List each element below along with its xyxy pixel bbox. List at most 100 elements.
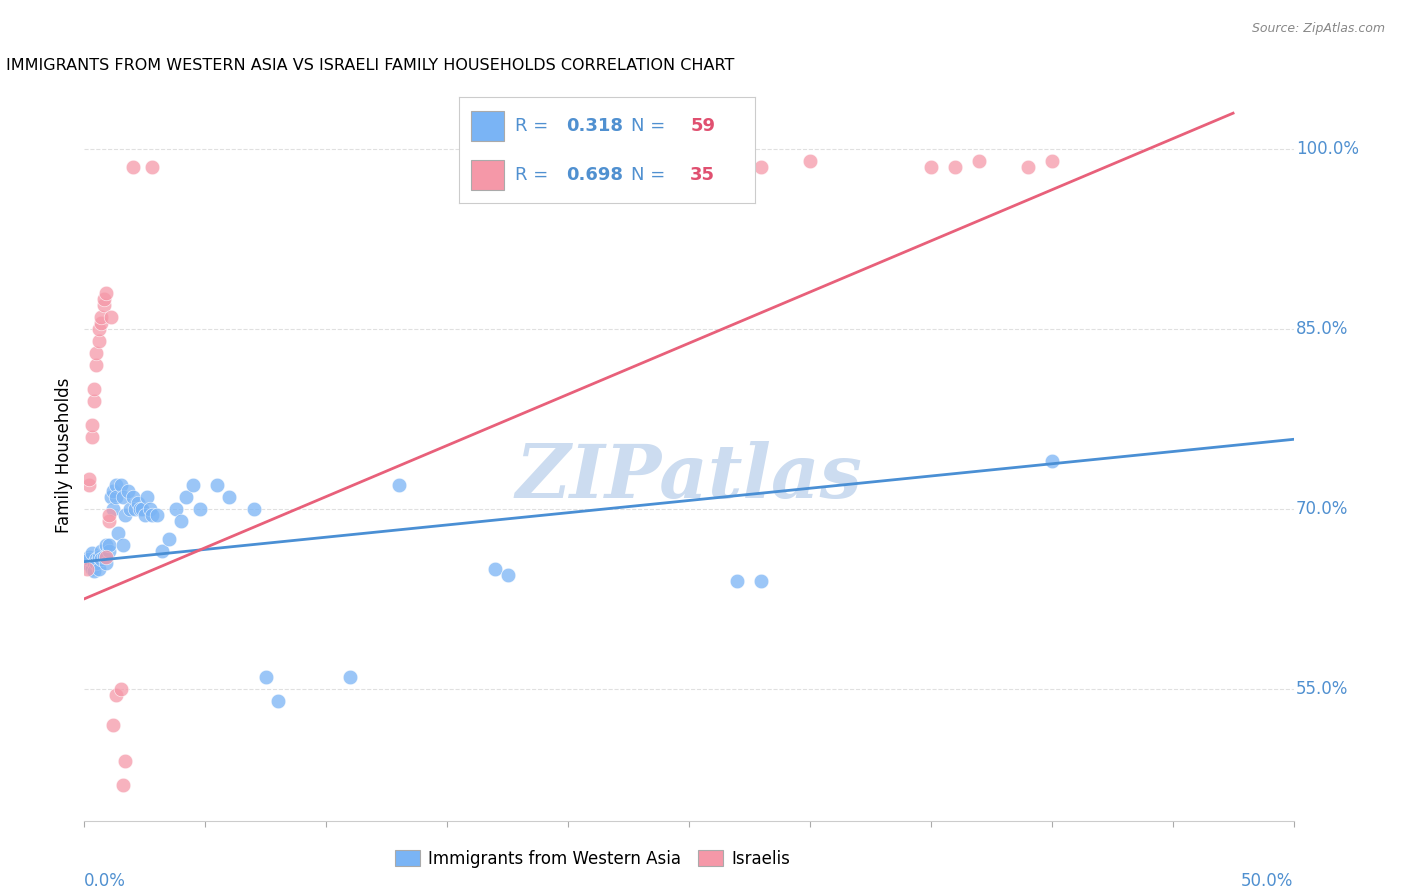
Point: [121, 490, 143, 504]
Point: [112, 490, 135, 504]
Point: [181, 478, 204, 492]
Legend: Immigrants from Western Asia, Israelis: Immigrants from Western Asia, Israelis: [388, 843, 796, 874]
Point: [134, 508, 156, 522]
Point: [138, 501, 160, 516]
Point: [93, 549, 115, 564]
Point: [114, 508, 136, 522]
Point: [103, 717, 125, 731]
Point: [97, 508, 120, 522]
Text: 85.0%: 85.0%: [1296, 320, 1348, 338]
Point: [218, 490, 240, 504]
Point: [114, 754, 136, 768]
Point: [967, 154, 990, 169]
Point: [103, 501, 125, 516]
Point: [86, 552, 108, 566]
Point: [165, 501, 187, 516]
Point: [76, 556, 98, 570]
Point: [1040, 454, 1063, 468]
Point: [94, 556, 117, 570]
Point: [1017, 160, 1039, 174]
Point: [100, 490, 122, 504]
Point: [110, 478, 132, 492]
Point: [496, 567, 519, 582]
Point: [87, 322, 110, 336]
Point: [94, 549, 117, 564]
Point: [157, 532, 180, 546]
Text: 100.0%: 100.0%: [1296, 140, 1360, 158]
Point: [131, 501, 153, 516]
Point: [97, 544, 120, 558]
Point: [77, 478, 100, 492]
Point: [80, 562, 103, 576]
Text: 0.0%: 0.0%: [84, 871, 127, 890]
Point: [242, 501, 264, 516]
Point: [90, 552, 112, 566]
Point: [94, 286, 117, 301]
Point: [93, 298, 115, 312]
Point: [83, 382, 105, 396]
Point: [87, 549, 110, 564]
Point: [1040, 154, 1063, 169]
Point: [920, 160, 942, 174]
Point: [103, 483, 125, 498]
Point: [90, 544, 112, 558]
Point: [127, 496, 149, 510]
Point: [207, 478, 229, 492]
Point: [630, 154, 652, 169]
Point: [150, 544, 173, 558]
Point: [141, 160, 163, 174]
Point: [80, 430, 103, 444]
Point: [124, 501, 146, 516]
Point: [97, 514, 120, 528]
Point: [87, 334, 110, 348]
Point: [751, 574, 773, 588]
Point: [174, 490, 197, 504]
Point: [121, 160, 143, 174]
Point: [484, 562, 506, 576]
Text: 55.0%: 55.0%: [1296, 680, 1348, 698]
Point: [170, 514, 193, 528]
Point: [90, 310, 112, 324]
Text: 70.0%: 70.0%: [1296, 500, 1348, 518]
Point: [93, 292, 115, 306]
Point: [388, 478, 411, 492]
Point: [104, 688, 127, 702]
Point: [97, 538, 120, 552]
Text: 50.0%: 50.0%: [1241, 871, 1294, 890]
Text: IMMIGRANTS FROM WESTERN ASIA VS ISRAELI FAMILY HOUSEHOLDS CORRELATION CHART: IMMIGRANTS FROM WESTERN ASIA VS ISRAELI …: [6, 58, 734, 73]
Point: [110, 681, 132, 696]
Point: [120, 501, 142, 516]
Point: [90, 316, 112, 330]
Point: [112, 778, 135, 792]
Point: [94, 538, 117, 552]
Point: [76, 562, 98, 576]
Point: [339, 670, 361, 684]
Point: [104, 490, 127, 504]
Point: [129, 501, 152, 516]
Point: [254, 670, 277, 684]
Point: [100, 310, 122, 324]
Point: [104, 478, 127, 492]
Point: [77, 549, 100, 564]
Point: [86, 556, 108, 570]
Point: [86, 346, 108, 360]
Point: [146, 508, 169, 522]
Point: [136, 490, 159, 504]
Point: [87, 562, 110, 576]
Point: [112, 538, 135, 552]
Point: [80, 417, 103, 432]
Point: [141, 508, 163, 522]
Y-axis label: Family Households: Family Households: [55, 377, 73, 533]
Point: [80, 546, 103, 560]
Point: [83, 564, 105, 578]
Text: ZIPatlas: ZIPatlas: [516, 441, 862, 513]
Point: [267, 694, 290, 708]
Point: [751, 160, 773, 174]
Point: [77, 472, 100, 486]
Point: [943, 160, 966, 174]
Point: [86, 358, 108, 372]
Point: [107, 525, 129, 540]
Point: [77, 552, 100, 566]
Point: [725, 574, 748, 588]
Point: [83, 394, 105, 409]
